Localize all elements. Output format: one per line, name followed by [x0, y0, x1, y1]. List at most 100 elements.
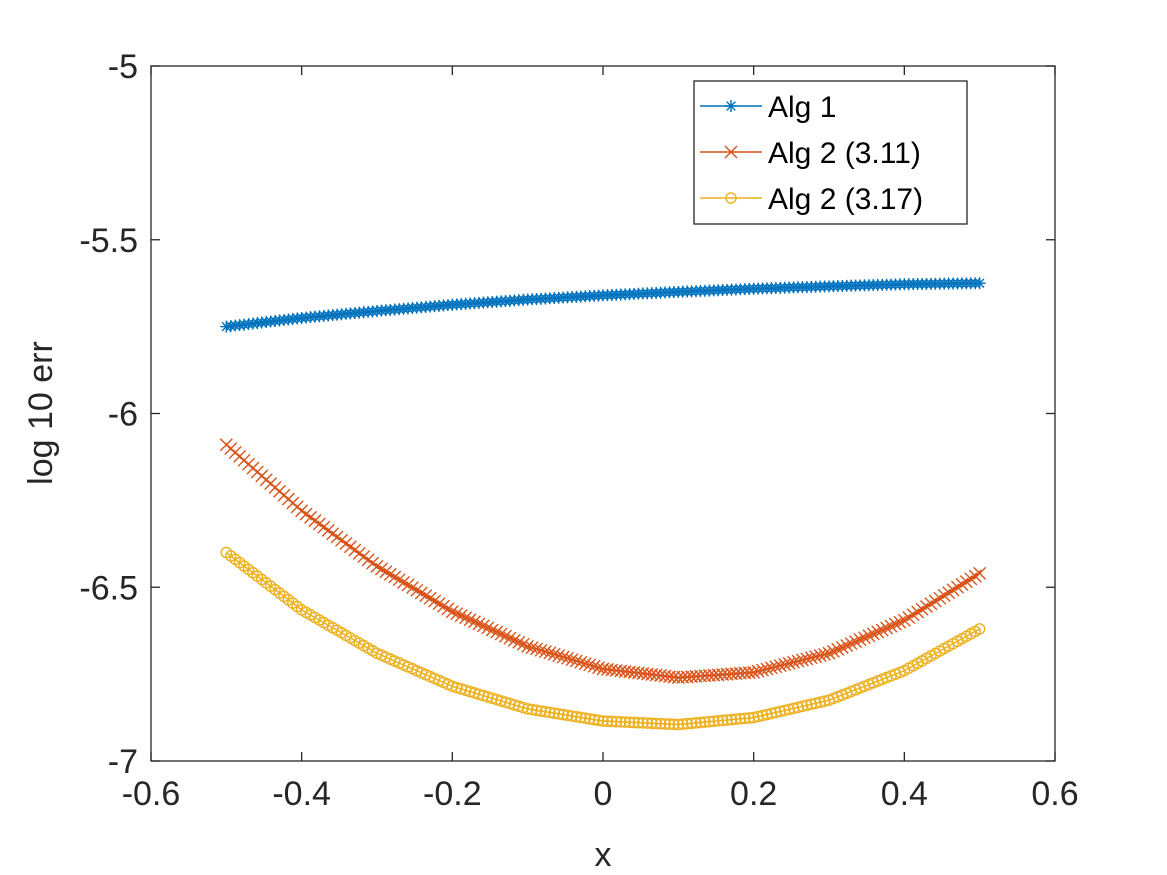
- data-point: [875, 623, 889, 637]
- legend-label: Alg 2 (3.11): [768, 137, 921, 170]
- data-point: [761, 708, 773, 721]
- data-point: [725, 713, 738, 726]
- data-point: [844, 637, 858, 651]
- data-point: [645, 717, 658, 730]
- y-axis-label: log 10 err: [22, 341, 60, 485]
- data-point: [538, 645, 552, 659]
- data-point: [716, 714, 729, 727]
- data-point: [565, 653, 579, 667]
- legend-marker: [725, 192, 737, 204]
- data-point: [893, 615, 907, 629]
- legend-label: Alg 2 (3.17): [768, 183, 923, 216]
- data-point: [773, 659, 787, 673]
- data-point: [752, 710, 764, 723]
- data-point: [835, 640, 849, 654]
- data-point: [450, 607, 464, 621]
- data-point: [973, 623, 986, 635]
- data-point: [973, 566, 987, 580]
- data-point: [796, 700, 809, 713]
- data-point: [632, 716, 645, 729]
- data-point: [459, 611, 473, 625]
- y-tick-label: -7: [108, 743, 138, 781]
- data-point: [849, 635, 863, 649]
- data-point: [583, 658, 597, 672]
- data-point: [778, 704, 791, 717]
- data-point: [566, 710, 578, 722]
- data-point: [739, 712, 751, 725]
- data-point: [880, 621, 894, 635]
- data-point: [552, 708, 565, 720]
- data-point: [804, 651, 818, 665]
- data-point: [787, 655, 801, 669]
- data-point: [561, 709, 574, 722]
- data-point: [809, 697, 822, 710]
- x-tick-label: -0.4: [272, 775, 331, 813]
- y-tick-label: -5.5: [79, 222, 138, 260]
- data-point: [583, 713, 596, 725]
- data-point: [637, 717, 649, 729]
- data-point: [467, 615, 481, 629]
- data-point: [783, 703, 795, 716]
- data-point: [764, 661, 778, 675]
- data-point: [685, 717, 698, 730]
- data-point: [574, 655, 588, 669]
- data-point: [681, 717, 693, 730]
- data-point: [756, 709, 769, 722]
- data-point: [871, 625, 885, 639]
- data-point: [805, 698, 818, 711]
- legend-item: Alg 2 (3.11): [700, 137, 921, 170]
- data-point: [884, 619, 898, 633]
- data-point: [548, 707, 561, 719]
- data-point: [578, 657, 592, 671]
- data-point: [760, 662, 774, 676]
- data-point: [601, 715, 614, 728]
- legend-label: Alg 1: [768, 91, 836, 124]
- data-point: [795, 653, 809, 667]
- data-point: [539, 705, 552, 718]
- data-point: [628, 716, 640, 729]
- data-point: [703, 715, 716, 728]
- data-point: [973, 277, 986, 290]
- data-point: [512, 635, 526, 649]
- data-point: [707, 715, 720, 728]
- data-point: [597, 715, 609, 727]
- data-point: [654, 717, 667, 730]
- x-tick-label: -0.2: [423, 775, 482, 813]
- data-point: [826, 644, 840, 658]
- data-point: [747, 665, 761, 679]
- data-point: [866, 627, 880, 641]
- x-tick-label: -0.6: [122, 775, 181, 813]
- data-point: [840, 639, 854, 653]
- ticks: -0.6 -0.4 -0.2 0 0.2 0.4 0.6 -7 -6.5 -6 -5.5 -5: [79, 48, 1078, 813]
- data-point: [525, 641, 539, 655]
- x-tick-label: 0.6: [1031, 775, 1078, 813]
- data-point: [503, 631, 517, 645]
- data-point: [592, 714, 605, 727]
- y-tick-label: -5: [108, 48, 138, 86]
- series-1: [220, 277, 986, 333]
- data-point: [676, 718, 689, 730]
- data-point: [534, 643, 548, 657]
- data-point: [659, 718, 671, 730]
- data-point: [570, 710, 583, 723]
- data-point: [463, 613, 477, 627]
- data-point: [792, 701, 804, 714]
- y-tick-label: -6.5: [79, 569, 138, 607]
- data-point: [699, 716, 711, 728]
- series-3: [220, 546, 986, 731]
- x-tick-label: 0.2: [730, 775, 777, 813]
- data-point: [756, 663, 770, 677]
- data-point: [544, 706, 556, 719]
- data-point: [801, 699, 813, 712]
- legend-marker: [724, 145, 738, 159]
- data-point: [774, 705, 787, 718]
- data-point: [730, 713, 742, 725]
- data-point: [575, 711, 587, 724]
- data-point: [650, 717, 662, 730]
- data-point: [517, 701, 530, 714]
- data-point: [857, 631, 871, 645]
- data-point: [561, 651, 575, 665]
- legend-item: Alg 2 (3.17): [700, 183, 923, 216]
- data-point: [791, 654, 805, 668]
